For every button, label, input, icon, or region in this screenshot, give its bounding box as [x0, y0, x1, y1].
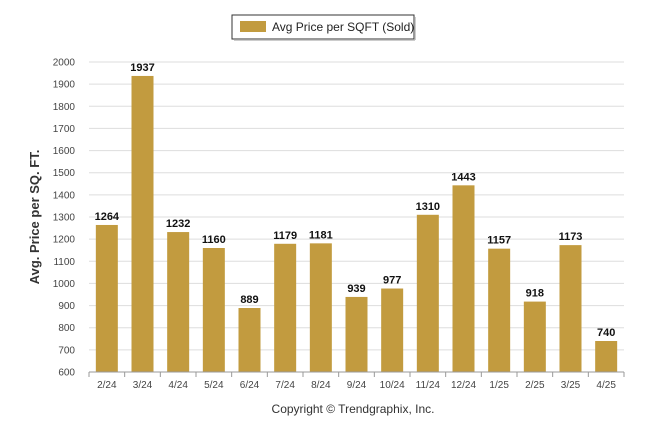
bar	[416, 214, 439, 372]
bar	[95, 224, 118, 372]
bar	[488, 248, 511, 372]
bar	[559, 245, 582, 372]
y-tick-label: 600	[58, 368, 75, 379]
data-label: 1264	[95, 211, 120, 223]
data-label: 939	[347, 283, 365, 295]
x-tick-label: 4/25	[596, 380, 616, 391]
copyright-text: Copyright © Trendgraphix, Inc.	[272, 402, 435, 416]
y-tick-label: 1900	[53, 80, 76, 91]
legend-swatch	[240, 21, 266, 32]
data-label: 1310	[416, 201, 440, 213]
bar	[595, 341, 618, 372]
bar	[345, 296, 368, 372]
bar	[238, 308, 261, 372]
x-tick-label: 9/24	[347, 380, 367, 391]
y-tick-label: 1600	[53, 146, 76, 157]
data-label: 1173	[559, 231, 583, 243]
y-tick-label: 1800	[53, 102, 76, 113]
x-tick-label: 8/24	[311, 380, 331, 391]
data-label: 1160	[202, 234, 226, 246]
y-tick-label: 1100	[53, 257, 75, 268]
bar	[309, 243, 332, 372]
x-tick-label: 5/24	[204, 380, 224, 391]
data-labels: 1264 1937 1232 1160 889 1179 1181 939 977 1310 144…	[95, 62, 616, 339]
y-tick-label: 1500	[53, 168, 76, 179]
x-tick-label: 10/24	[380, 380, 405, 391]
data-label: 889	[240, 294, 258, 306]
data-label: 1443	[451, 171, 475, 183]
bar	[167, 232, 190, 372]
x-axis: 2/24 3/24 4/24 5/24 6/24 7/24 8/24 9/24 10/24 11/…	[88, 371, 625, 391]
data-label: 1232	[166, 218, 190, 230]
y-tick-label: 1200	[53, 235, 76, 246]
y-tick-label: 1700	[53, 124, 76, 135]
data-label: 1181	[309, 229, 333, 241]
y-tick-label: 700	[58, 345, 75, 356]
x-tick-label: 12/24	[451, 380, 476, 391]
data-label: 740	[597, 327, 615, 339]
bar	[523, 301, 546, 372]
y-tick-label: 1400	[53, 190, 76, 201]
x-tick-label: 3/25	[561, 380, 581, 391]
bar	[131, 75, 154, 372]
data-label: 1937	[130, 62, 154, 74]
bar	[202, 248, 225, 372]
bar	[274, 243, 297, 372]
y-axis: 600 700 800 900 1000 1100 1200 1300 1400 1500 1600…	[53, 58, 76, 379]
x-tick-label: 7/24	[275, 380, 295, 391]
y-tick-label: 800	[58, 323, 75, 334]
y-axis-title: Avg. Price per SQ. FT.	[27, 150, 42, 285]
legend: Avg Price per SQFT (Sold)	[231, 14, 416, 41]
x-tick-label: 4/24	[168, 380, 188, 391]
y-tick-label: 1000	[53, 279, 76, 290]
legend-label: Avg Price per SQFT (Sold)	[272, 20, 414, 34]
data-label: 918	[526, 288, 544, 300]
bar	[381, 288, 404, 372]
x-tick-label: 11/24	[416, 380, 441, 391]
x-tick-label: 2/24	[97, 380, 117, 391]
x-tick-label: 6/24	[240, 380, 260, 391]
bar	[452, 185, 475, 372]
bars	[95, 75, 618, 372]
x-tick-label: 1/25	[489, 380, 509, 391]
x-tick-label: 3/24	[133, 380, 153, 391]
x-tick-label: 2/25	[525, 380, 545, 391]
data-label: 1179	[273, 230, 297, 242]
data-label: 977	[383, 275, 401, 287]
data-label: 1157	[487, 235, 511, 247]
y-tick-label: 900	[58, 301, 75, 312]
y-tick-label: 1300	[53, 213, 76, 224]
y-tick-label: 2000	[53, 58, 76, 69]
